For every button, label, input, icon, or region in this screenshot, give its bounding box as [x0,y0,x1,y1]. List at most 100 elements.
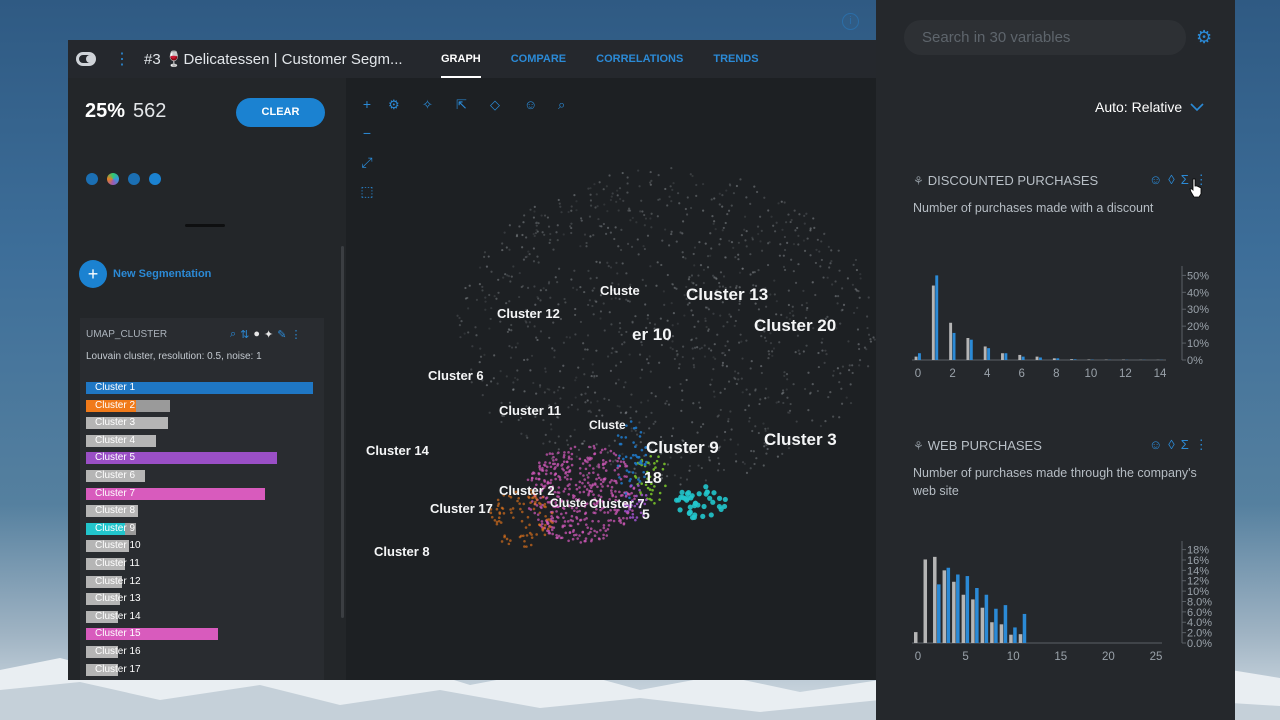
histogram-bar[interactable] [1001,353,1004,360]
histogram-bar[interactable] [952,581,956,643]
more-icon[interactable]: ⋮ [1194,437,1208,452]
cluster-label[interactable]: Cluster 13 [686,285,769,304]
histogram-bar[interactable] [1018,354,1022,360]
cluster-bar-row[interactable]: Cluster 17 [86,662,322,680]
zoom-in-icon[interactable]: + [362,96,372,112]
histogram-bar[interactable] [937,584,941,643]
histogram-bar[interactable] [918,353,921,360]
settings-icon[interactable]: ⚙ [388,97,400,112]
cluster-bar-row[interactable]: Cluster 1 [86,380,322,398]
histogram-bar[interactable] [931,285,935,360]
cluster-bar-row[interactable]: Cluster 15 [86,626,322,644]
histogram-bar[interactable] [1039,357,1042,360]
histogram-bar[interactable] [984,594,989,643]
drop-icon[interactable]: ◊ [1168,172,1175,187]
search-icon[interactable]: ⌕ [558,97,566,112]
cluster-bar-row[interactable]: Cluster 12 [86,574,322,592]
sigma-icon[interactable]: Σ [1180,437,1189,452]
pin-icon[interactable]: ✦ [264,329,274,341]
histogram-bar[interactable] [971,599,975,643]
histogram-bar[interactable] [966,338,970,360]
histogram-bar[interactable] [969,339,973,360]
cluster-bar-row[interactable]: Cluster 7 [86,486,322,504]
info-icon[interactable]: i [842,13,859,30]
graph-canvas[interactable]: + − ⤢ ⬚ ⚙ ✧ ⇱ ◇ ☺ ⌕ Cluste Cluster 13 Clus… [346,78,880,680]
new-segmentation-button[interactable]: + New Segmentation [79,260,211,288]
cluster-label[interactable]: Cluster 7 [589,496,645,511]
histogram-bar[interactable] [965,576,970,643]
export-icon[interactable]: ⇱ [456,97,467,112]
clear-button[interactable]: CLEAR [236,98,325,127]
filter-a-icon[interactable] [86,173,98,185]
histogram-bar[interactable] [956,574,960,643]
histogram-bar[interactable] [946,567,951,643]
cluster-bar-row[interactable]: Cluster 5 [86,450,322,468]
cluster-bar-row[interactable]: Cluster 16 [86,644,322,662]
discounted-purchases-histogram[interactable]: 0% 10% 20% 30% 40% 50% 0 2 4 6 8 10 12 14 [906,260,1226,385]
sigma-icon[interactable]: Σ [1180,172,1189,187]
cluster-label[interactable]: Cluster 17 [430,501,493,516]
cluster-label[interactable]: Cluster 14 [366,443,429,458]
fit-view-icon[interactable]: ⤢ [361,154,373,170]
histogram-bar[interactable] [914,356,918,360]
cluster-bar-row[interactable]: Cluster 2 [86,398,322,416]
search-icon[interactable]: ⌕ [230,328,237,340]
left-scrollbar[interactable] [341,246,344,618]
cluster-label[interactable]: Cluster 2 [499,483,555,498]
cluster-bar-row[interactable]: Cluster 13 [86,591,322,609]
histogram-bar[interactable] [999,624,1004,643]
sort-icon[interactable]: ⇅ [240,329,250,341]
cluster-label[interactable]: Cluster 8 [374,544,430,559]
cluster-label[interactable]: Cluster 12 [497,306,560,321]
face-icon[interactable]: ☺ [524,97,538,112]
histogram-bar[interactable] [975,587,979,643]
tab-compare[interactable]: COMPARE [510,53,567,65]
cluster-bar-row[interactable]: Cluster 11 [86,556,322,574]
cluster-scatter[interactable] [346,78,880,680]
histogram-bar[interactable] [1013,627,1017,643]
tab-correlations[interactable]: CORRELATIONS [596,53,684,65]
variable-title-discounted[interactable]: ⚘ DISCOUNTED PURCHASES [913,173,1098,188]
cluster-bar-row[interactable]: Cluster 18 [86,679,322,680]
histogram-bar[interactable] [994,608,998,643]
select-box-icon[interactable]: ⬚ [360,183,374,199]
edit-icon[interactable]: ✎ [277,329,287,341]
histogram-bar[interactable] [933,556,937,643]
tab-trends[interactable]: TRENDS [713,53,759,65]
histogram-bar[interactable] [1004,353,1008,360]
cluster-label[interactable]: Cluste [600,283,640,298]
tag-icon[interactable]: ◇ [490,97,500,112]
histogram-bar[interactable] [923,559,928,643]
histogram-bar[interactable] [1022,613,1027,643]
color-drop-icon[interactable]: ● [253,328,261,340]
cluster-bar-row[interactable]: Cluster 10 [86,538,322,556]
more-icon[interactable]: ⋮ [1194,172,1208,187]
cluster-bar-row[interactable]: Cluster 3 [86,415,322,433]
cluster-bar-row[interactable]: Cluster 4 [86,433,322,451]
cluster-label[interactable]: Cluste [589,418,626,432]
cluster-bar-row[interactable]: Cluster 9 [86,521,322,539]
histogram-bar[interactable] [942,570,947,643]
histogram-bar[interactable] [1087,359,1091,360]
scale-mode-dropdown[interactable]: Auto: Relative [1095,99,1204,115]
face-icon[interactable]: ☺ [1149,437,1163,452]
filter-face-icon[interactable] [128,173,140,185]
web-purchases-histogram[interactable]: 0.0%2.0%4.0%6.0%8.0%10%12%14%16%18% 0 5 10 1… [906,538,1226,666]
face-icon[interactable]: ☺ [1149,172,1163,187]
histogram-bar[interactable] [949,322,953,360]
filter-sigma-icon[interactable] [149,173,161,185]
cluster-label[interactable]: 5 [642,506,650,522]
zoom-out-icon[interactable]: − [362,125,372,141]
document-title[interactable]: #3 🍷Delicatessen | Customer Segm... [144,50,416,68]
cluster-label[interactable]: Cluster 3 [764,430,837,449]
variable-title-web[interactable]: ⚘ WEB PURCHASES [913,438,1042,453]
histogram-bar[interactable] [1009,634,1013,643]
histogram-bar[interactable] [914,632,918,643]
histogram-bar[interactable] [935,275,939,360]
histogram-bar[interactable] [1003,605,1008,643]
more-icon[interactable]: ⋮ [290,329,302,341]
cluster-label[interactable]: 18 [644,470,662,487]
cluster-label[interactable]: Cluster 20 [754,316,837,335]
histogram-bar[interactable] [1073,359,1077,360]
filter-color-icon[interactable] [107,173,119,185]
